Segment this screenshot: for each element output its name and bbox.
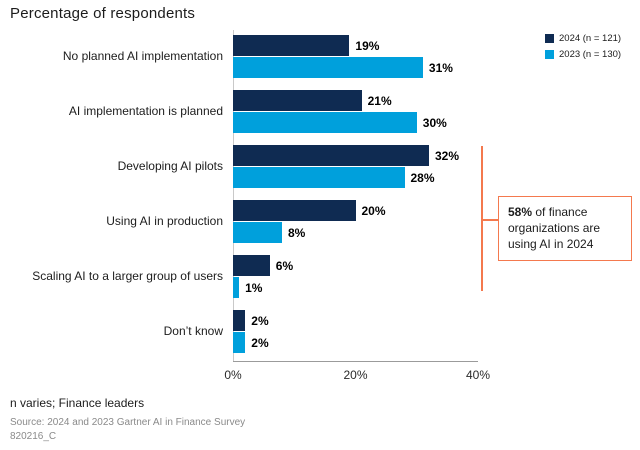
- footer-note: n varies; Finance leaders: [10, 396, 145, 410]
- value-label: 1%: [245, 280, 263, 295]
- bar-2023: [233, 57, 423, 78]
- bar-line: 2%: [233, 310, 480, 331]
- y-axis-line: [233, 30, 234, 361]
- chart-row: Developing AI pilots 32% 28%: [10, 145, 480, 188]
- x-tick-label: 0%: [224, 368, 242, 382]
- footer-source: Source: 2024 and 2023 Gartner AI in Fina…: [10, 417, 246, 428]
- category-label: No planned AI implementation: [62, 48, 223, 63]
- annotation-bracket-vertical: [481, 146, 483, 291]
- chart-row: No planned AI implementation 19% 31%: [10, 35, 480, 78]
- category-label: Scaling AI to a larger group of users: [32, 268, 223, 283]
- bar-group: 20% 8%: [233, 200, 480, 243]
- bar-group: 21% 30%: [233, 90, 480, 133]
- chart-title: Percentage of respondents: [10, 5, 196, 22]
- bar-2024: [233, 35, 350, 56]
- value-label: 21%: [367, 93, 392, 108]
- bar-2024: [233, 200, 356, 221]
- value-label: 30%: [422, 115, 447, 130]
- footer-code: 820216_C: [10, 431, 57, 442]
- annotation-box: 58% of finance organizations are using A…: [498, 196, 632, 261]
- bar-2023: [233, 277, 240, 298]
- bar-line: 30%: [233, 112, 480, 133]
- bar-line: 6%: [233, 255, 480, 276]
- bar-group: 19% 31%: [233, 35, 480, 78]
- bar-rows: No planned AI implementation 19% 31% AI imp…: [10, 35, 480, 365]
- chart-row: Using AI in production 20% 8%: [10, 200, 480, 243]
- legend-label-2023: 2023 (n = 130): [559, 49, 622, 60]
- bar-2024: [233, 255, 270, 276]
- legend-swatch-2023: [545, 50, 554, 59]
- category-label: Using AI in production: [106, 213, 223, 228]
- value-label: 28%: [410, 170, 435, 185]
- value-label: 6%: [275, 258, 294, 273]
- x-axis-line: [233, 361, 478, 362]
- bar-group: 6% 1%: [233, 255, 480, 298]
- value-label: 8%: [288, 225, 306, 240]
- category-label: Developing AI pilots: [117, 158, 223, 173]
- bar-2023: [233, 222, 282, 243]
- bar-2023: [233, 332, 246, 353]
- legend-swatch-2024: [545, 34, 554, 43]
- bar-2023: [233, 167, 405, 188]
- chart-row: Don’t know 2% 2%: [10, 310, 480, 353]
- annotation-bracket-connector: [482, 219, 498, 221]
- bar-line: 8%: [233, 222, 480, 243]
- category-label: AI implementation is planned: [68, 103, 223, 118]
- bar-line: 32%: [233, 145, 480, 166]
- bar-2024: [233, 145, 429, 166]
- bar-line: 20%: [233, 200, 480, 221]
- legend-item-2023: 2023 (n = 130): [545, 49, 621, 60]
- value-label: 2%: [251, 335, 269, 350]
- value-label: 19%: [355, 38, 380, 53]
- x-tick-label: 20%: [343, 368, 368, 382]
- chart-row: AI implementation is planned 21% 30%: [10, 90, 480, 133]
- bar-line: 1%: [233, 277, 480, 298]
- value-label: 32%: [435, 148, 460, 163]
- bar-line: 19%: [233, 35, 480, 56]
- bar-line: 28%: [233, 167, 480, 188]
- legend-item-2024: 2024 (n = 121): [545, 33, 621, 44]
- bar-2024: [233, 90, 362, 111]
- bar-line: 31%: [233, 57, 480, 78]
- value-label: 20%: [361, 203, 386, 218]
- category-label: Don’t know: [163, 323, 223, 338]
- value-label: 31%: [428, 60, 453, 75]
- bar-line: 2%: [233, 332, 480, 353]
- legend-label-2024: 2024 (n = 121): [559, 33, 622, 44]
- bar-line: 21%: [233, 90, 480, 111]
- annotation-highlight: 58%: [508, 205, 533, 219]
- bar-group: 32% 28%: [233, 145, 480, 188]
- value-label: 2%: [251, 313, 269, 328]
- legend: 2024 (n = 121) 2023 (n = 130): [545, 33, 621, 65]
- bar-group: 2% 2%: [233, 310, 480, 353]
- chart-row: Scaling AI to a larger group of users 6% 1…: [10, 255, 480, 298]
- x-tick-label: 40%: [465, 368, 491, 382]
- bar-2023: [233, 112, 417, 133]
- bar-2024: [233, 310, 246, 331]
- annotation-text: of finance organizations are using AI in…: [508, 205, 601, 252]
